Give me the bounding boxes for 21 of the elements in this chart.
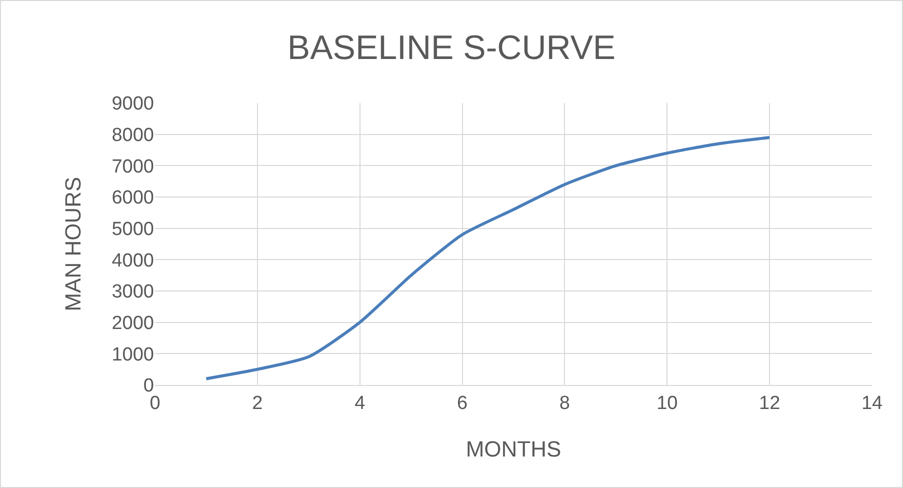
y-tick-label: 0	[143, 376, 154, 397]
y-tick-label: 4000	[112, 250, 154, 272]
x-axis-title: MONTHS	[466, 436, 562, 462]
y-tick-label: 7000	[112, 156, 154, 178]
x-tick-label: 4	[354, 392, 366, 414]
y-tick-label: 5000	[112, 218, 154, 240]
x-tick-label: 8	[559, 392, 570, 414]
x-tick-label: 14	[861, 392, 883, 414]
y-tick-label: 1000	[112, 344, 154, 366]
x-tick-label: 12	[759, 392, 780, 414]
line-series	[204, 136, 772, 380]
x-tick-label: 10	[656, 392, 678, 414]
y-tick-label: 2000	[112, 312, 154, 334]
x-tick-label: 2	[252, 392, 263, 414]
x-tick-label: 6	[457, 392, 468, 414]
y-tick-label: 6000	[112, 188, 154, 209]
y-axis-title: MAN HOURS	[60, 176, 86, 312]
chart-title: BASELINE S-CURVE	[287, 28, 616, 67]
y-tick-label: 9000	[112, 94, 154, 115]
y-tick-label: 3000	[112, 282, 154, 303]
y-tick-label: 8000	[112, 124, 154, 146]
